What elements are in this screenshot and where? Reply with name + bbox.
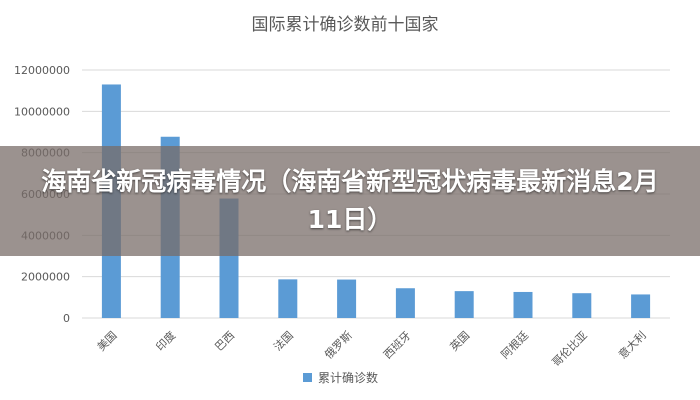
x-tick-label: 法国 — [270, 328, 295, 353]
bar — [631, 294, 651, 318]
legend: 累计确诊数 — [303, 370, 378, 385]
bar — [278, 279, 298, 318]
headline-text: 海南省新冠病毒情况（海南省新型冠状病毒最新消息2月11日） — [41, 167, 659, 234]
y-tick-label: 2000000 — [21, 271, 70, 284]
x-tick-label: 意大利 — [615, 328, 648, 361]
x-tick-label: 美国 — [95, 329, 120, 354]
x-axis-ticks: 美国 印度 巴西 法国 俄罗斯 西班牙 英国 阿根廷 哥伦比亚 意大利 — [95, 328, 649, 369]
x-tick-label: 阿根廷 — [498, 328, 531, 361]
x-tick-label: 英国 — [447, 328, 472, 353]
chart-title: 国际累计确诊数前十国家 — [252, 15, 439, 35]
bar — [454, 291, 474, 318]
headline-banner: 海南省新冠病毒情况（海南省新型冠状病毒最新消息2月11日） — [0, 146, 700, 256]
y-tick-label: 10000000 — [14, 105, 70, 118]
bar — [572, 293, 592, 318]
x-tick-label: 俄罗斯 — [322, 329, 355, 362]
x-tick-label: 巴西 — [212, 329, 237, 354]
bar — [395, 288, 415, 318]
x-tick-label: 哥伦比亚 — [549, 328, 590, 369]
x-tick-label: 印度 — [153, 328, 178, 353]
y-tick-label: 0 — [63, 312, 70, 325]
y-tick-label: 12000000 — [14, 64, 70, 77]
legend-swatch — [303, 373, 312, 382]
legend-label: 累计确诊数 — [318, 370, 378, 385]
bar — [513, 291, 533, 318]
bar — [337, 279, 357, 318]
x-tick-label: 西班牙 — [381, 329, 414, 362]
